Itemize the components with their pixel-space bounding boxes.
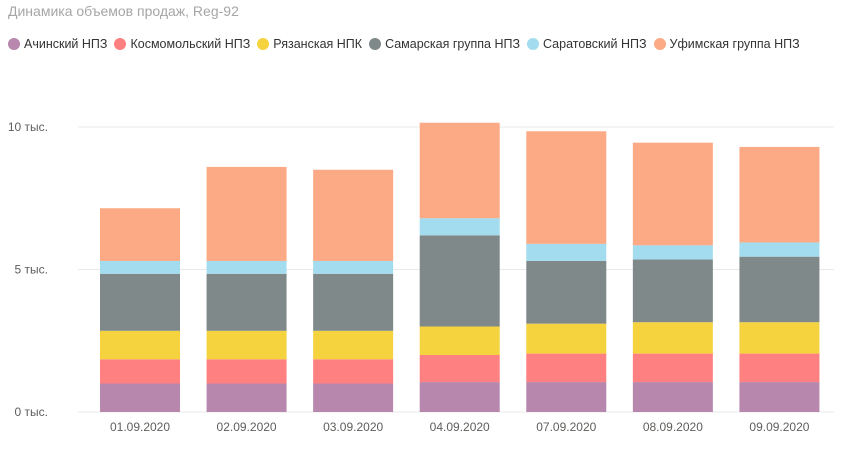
y-tick-label: 0 тыс. [15, 405, 48, 419]
bar-segment[interactable] [632, 259, 713, 323]
bar-segment[interactable] [100, 330, 180, 360]
legend-item[interactable]: Уфимская группа НПЗ [653, 37, 800, 51]
legend-label: Уфимская группа НПЗ [669, 37, 800, 51]
legend-label: Саратовский НПЗ [543, 37, 647, 51]
legend-marker [653, 38, 666, 50]
x-tick-label: 01.09.2020 [110, 420, 170, 434]
x-tick-label: 07.09.2020 [536, 420, 596, 434]
bar-segment[interactable] [313, 169, 394, 261]
bar-segment[interactable] [526, 243, 607, 261]
x-tick-label: 08.09.2020 [643, 420, 703, 434]
bar-segment[interactable] [206, 359, 287, 384]
legend-marker [257, 38, 270, 50]
chart-legend: Ачинский НПЗ Космомольский НПЗ Рязанская Н… [8, 35, 807, 53]
legend-marker [369, 38, 382, 50]
legend-label: Рязанская НПК [273, 37, 363, 51]
bar-segment[interactable] [526, 382, 607, 412]
bar-segment[interactable] [632, 142, 713, 246]
legend-label: Самарская группа НПЗ [385, 37, 521, 51]
bar-segment[interactable] [419, 355, 500, 383]
legend-item[interactable]: Ачинский НПЗ [8, 37, 107, 51]
bar-segment[interactable] [526, 260, 607, 324]
bar-segment[interactable] [206, 273, 287, 331]
bar-segment[interactable] [100, 260, 180, 274]
bar-segment[interactable] [100, 273, 180, 331]
bar-segment[interactable] [632, 322, 713, 354]
bar-segment[interactable] [526, 323, 607, 354]
bar-segment[interactable] [739, 146, 820, 243]
x-tick-label: 02.09.2020 [217, 420, 277, 434]
y-tick-label: 10 тыс. [8, 120, 48, 134]
bar-segment[interactable] [419, 382, 500, 412]
bar-segment[interactable] [419, 122, 500, 219]
bar-segment[interactable] [313, 359, 394, 384]
bar-segment[interactable] [632, 353, 713, 383]
bar-segment[interactable] [739, 242, 820, 257]
x-tick-label: 04.09.2020 [430, 420, 490, 434]
bar-segment[interactable] [632, 245, 713, 260]
bar-segment[interactable] [313, 330, 394, 360]
bar-segment[interactable] [419, 326, 500, 356]
bar-segment[interactable] [739, 256, 820, 323]
bar-segment[interactable] [526, 353, 607, 383]
bar-segment[interactable] [313, 260, 394, 274]
bar-segment[interactable] [419, 235, 500, 327]
legend-item[interactable]: Саратовский НПЗ [527, 37, 647, 51]
bar-segment[interactable] [526, 131, 607, 244]
bar-segment[interactable] [739, 353, 820, 383]
bar-segment[interactable] [419, 218, 500, 236]
legend-item[interactable]: Космомольский НПЗ [114, 37, 250, 51]
legend-item[interactable]: Самарская группа НПЗ [369, 37, 520, 51]
bar-segment[interactable] [206, 166, 287, 261]
bar-segment[interactable] [739, 322, 820, 354]
legend-label: Ачинский НПЗ [24, 37, 108, 51]
legend-marker [527, 38, 540, 50]
bar-segment[interactable] [313, 273, 394, 331]
y-tick-label: 5 тыс. [15, 263, 48, 277]
x-tick-label: 09.09.2020 [749, 420, 809, 434]
chart-title: Динамика объемов продаж, Reg-92 [8, 3, 239, 19]
bar-segment[interactable] [206, 330, 287, 360]
legend-label: Космомольский НПЗ [130, 37, 251, 51]
bar-segment[interactable] [313, 383, 394, 413]
bar-segment[interactable] [100, 383, 180, 413]
bar-segment[interactable] [632, 382, 713, 412]
bar-segment[interactable] [739, 382, 820, 412]
legend-marker [8, 38, 20, 50]
bar-segment[interactable] [206, 260, 287, 274]
x-tick-label: 03.09.2020 [323, 420, 383, 434]
bar-segment[interactable] [206, 383, 287, 413]
bar-segment[interactable] [100, 208, 180, 261]
legend-item[interactable]: Рязанская НПК [257, 37, 362, 51]
bar-segment[interactable] [100, 359, 180, 384]
legend-marker [114, 38, 127, 50]
